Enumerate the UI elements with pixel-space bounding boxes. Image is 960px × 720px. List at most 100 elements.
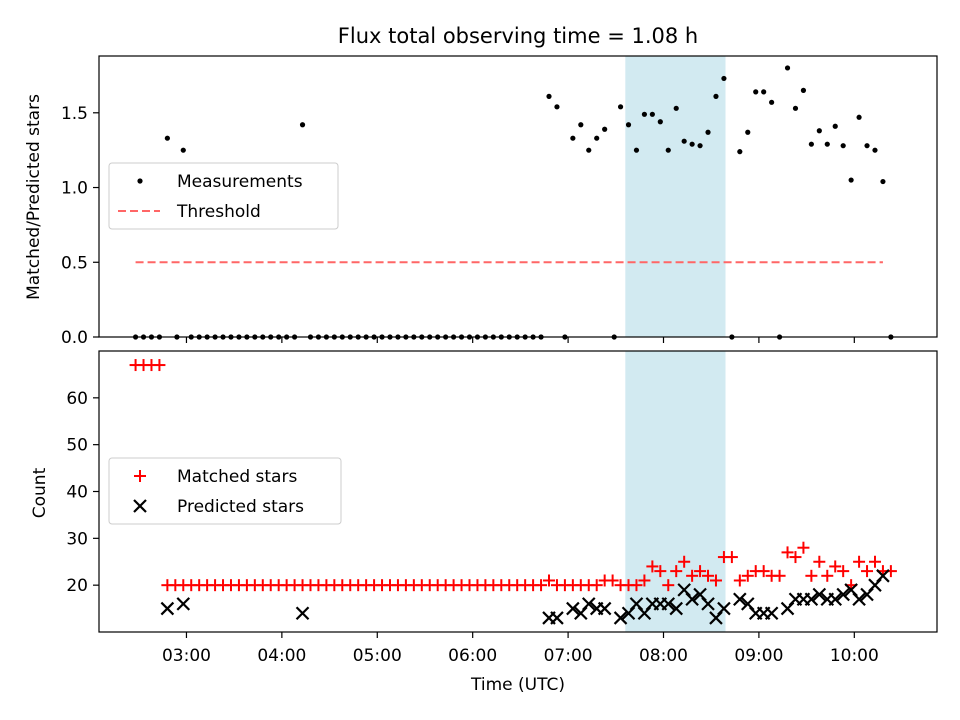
legend-threshold-label: Threshold — [176, 202, 261, 222]
matched-stars-point — [646, 560, 659, 573]
matched-stars-point — [837, 565, 850, 578]
matched-stars-point — [757, 565, 770, 578]
matched-stars-point — [741, 569, 754, 582]
matched-stars-point — [535, 579, 548, 592]
predicted-stars-point — [613, 611, 628, 625]
top-panel: 0.0 0.5 1.0 1.5 Matched/Predicted stars Mea… — [24, 55, 938, 348]
measurement-point — [633, 147, 640, 153]
bottom-highlight-span — [625, 351, 726, 632]
predicted-stars-point — [733, 592, 747, 606]
predicted-stars-point — [852, 592, 866, 606]
measurement-point — [586, 147, 592, 153]
measurement-point — [164, 135, 170, 141]
legend-predicted-label: Predicted stars — [177, 497, 304, 517]
matched-stars-point — [670, 565, 683, 578]
predicted-stars-point — [669, 601, 683, 616]
measurement-point — [554, 104, 560, 110]
predicted-stars-point — [804, 592, 819, 606]
legend-matched-marker — [134, 470, 146, 482]
predicted-stars-point — [661, 597, 676, 611]
measurement-point — [546, 93, 552, 99]
predicted-stars-point — [701, 597, 715, 611]
legend-measurements-label: Measurements — [177, 172, 303, 192]
measurement-point — [617, 104, 624, 110]
predicted-stars-point — [685, 592, 699, 606]
measurement-point — [649, 111, 655, 117]
measurement-point — [848, 177, 854, 183]
matched-stars-point — [861, 565, 874, 578]
measurement-point — [864, 143, 870, 149]
measurement-point — [705, 129, 711, 135]
matched-stars-point — [821, 569, 834, 582]
x-tick-label: 09:00 — [734, 646, 783, 666]
measurement-point — [745, 129, 751, 135]
matched-stars-point — [733, 574, 746, 587]
predicted-stars-point — [160, 601, 175, 616]
matched-stars-point — [805, 569, 818, 582]
x-tick-label: 08:00 — [639, 646, 688, 666]
measurement-point — [713, 93, 719, 99]
matched-stars-point — [781, 546, 794, 559]
measurement-point — [641, 111, 648, 117]
x-tick-label: 03:00 — [162, 646, 211, 666]
predicted-stars-point — [597, 601, 612, 616]
measurement-point — [299, 122, 306, 128]
measurement-point — [665, 147, 671, 153]
x-axis-label: Time (UTC) — [470, 675, 565, 695]
predicted-stars-point — [176, 597, 191, 611]
legend-measurements-marker — [137, 178, 143, 184]
matched-stars-point — [797, 541, 810, 554]
y-tick-label: 1.5 — [61, 104, 88, 124]
measurement-point — [737, 149, 743, 155]
matched-stars-point — [662, 579, 675, 592]
measurement-point — [769, 99, 775, 105]
predicted-stars-point — [295, 606, 310, 621]
matched-stars-point — [543, 574, 556, 587]
bottom-legend: Matched stars Predicted stars — [108, 457, 342, 525]
bottom-legend-frame — [108, 457, 342, 525]
y-tick-label: 40 — [66, 483, 88, 503]
measurement-point — [681, 138, 687, 144]
x-tick-label: 05:00 — [353, 646, 402, 666]
measurement-point — [816, 128, 822, 134]
legend-matched-label: Matched stars — [177, 467, 297, 487]
y-tick-label: 60 — [66, 389, 88, 409]
matched-stars-point — [590, 579, 603, 592]
top-highlight-span — [625, 56, 726, 337]
predicted-stars-point — [836, 587, 850, 602]
top-axes-frame — [98, 55, 938, 338]
measurement-point — [570, 135, 576, 141]
measurement-point — [625, 122, 632, 128]
matched-stars-point — [686, 569, 699, 582]
measurement-point — [856, 114, 862, 120]
measurement-point — [689, 141, 695, 147]
chart-title: Flux total observing time = 1.08 h — [338, 24, 698, 48]
measurement-point — [578, 122, 584, 128]
measurement-point — [824, 141, 830, 147]
predicted-stars-point — [812, 587, 827, 602]
predicted-stars-point — [717, 601, 731, 616]
matched-stars-point — [813, 555, 826, 568]
matched-stars-point — [868, 555, 881, 568]
matched-stars-point — [709, 574, 722, 587]
bottom-series-0 — [129, 359, 897, 592]
predicted-stars-point — [566, 601, 580, 616]
matched-stars-point — [702, 569, 715, 582]
measurement-point — [594, 135, 600, 141]
measurement-point — [840, 143, 846, 149]
matched-stars-point — [789, 551, 802, 564]
bottom-panel: 20 30 40 50 60 03:00 04:00 05:00 06:00 07:00 08:0… — [30, 350, 938, 695]
predicted-stars-point — [876, 569, 890, 583]
measurement-point — [784, 65, 791, 71]
matched-stars-point — [829, 560, 842, 573]
measurement-point — [657, 119, 663, 125]
matched-stars-point — [606, 574, 619, 587]
matched-stars-point — [153, 359, 166, 372]
bottom-y-axis-label: Count — [30, 467, 50, 518]
legend-predicted-marker — [133, 499, 147, 513]
matched-stars-point — [773, 569, 786, 582]
predicted-stars-point — [828, 592, 843, 606]
x-tick-label: 07:00 — [544, 646, 593, 666]
measurement-point — [832, 123, 838, 129]
bottom-series-1 — [160, 569, 890, 625]
